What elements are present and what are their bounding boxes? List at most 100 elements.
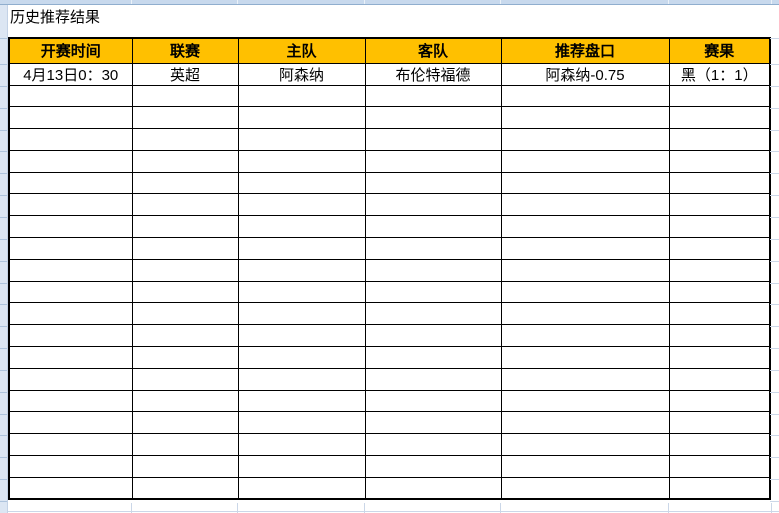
table-cell-empty[interactable]	[131, 149, 239, 173]
table-cell-empty[interactable]	[500, 367, 670, 391]
table-cell-empty[interactable]	[237, 258, 366, 282]
table-cell-empty[interactable]	[668, 106, 771, 130]
table-cell[interactable]: 英超	[131, 62, 239, 86]
table-cell-empty[interactable]	[668, 389, 771, 413]
table-cell-empty[interactable]	[131, 215, 239, 239]
table-cell-empty[interactable]	[8, 433, 133, 457]
table-cell-empty[interactable]	[131, 411, 239, 435]
table-cell-empty[interactable]	[364, 193, 502, 217]
table-cell-empty[interactable]	[364, 302, 502, 326]
table-cell-empty[interactable]	[500, 389, 670, 413]
table-cell-empty[interactable]	[364, 215, 502, 239]
table-cell-empty[interactable]	[237, 128, 366, 151]
table-cell-empty[interactable]	[668, 171, 771, 195]
column-header-5[interactable]: 赛果	[668, 37, 771, 64]
table-cell-empty[interactable]	[8, 280, 133, 304]
table-cell-empty[interactable]	[500, 128, 670, 151]
table-cell-empty[interactable]	[8, 346, 133, 369]
table-cell-empty[interactable]	[131, 476, 239, 500]
table-cell-empty[interactable]	[668, 433, 771, 457]
table-cell[interactable]: 阿森纳	[237, 62, 366, 86]
table-cell-empty[interactable]	[364, 324, 502, 348]
table-cell-empty[interactable]	[364, 346, 502, 369]
table-cell-empty[interactable]	[8, 476, 133, 500]
table-cell[interactable]: 阿森纳-0.75	[500, 62, 670, 86]
table-cell-empty[interactable]	[500, 346, 670, 369]
table-cell-empty[interactable]	[237, 193, 366, 217]
table-cell-empty[interactable]	[364, 455, 502, 478]
table-cell-empty[interactable]	[8, 455, 133, 478]
table-cell-empty[interactable]	[131, 455, 239, 478]
table-cell-empty[interactable]	[364, 84, 502, 108]
table-cell-empty[interactable]	[131, 106, 239, 130]
table-cell-empty[interactable]	[364, 476, 502, 500]
table-cell-empty[interactable]	[237, 367, 366, 391]
table-cell-empty[interactable]	[131, 367, 239, 391]
table-cell-empty[interactable]	[131, 128, 239, 151]
table-cell-empty[interactable]	[500, 149, 670, 173]
table-cell-empty[interactable]	[237, 215, 366, 239]
table-cell-empty[interactable]	[237, 476, 366, 500]
column-header-4[interactable]: 推荐盘口	[500, 37, 670, 64]
table-cell-empty[interactable]	[237, 280, 366, 304]
table-cell-empty[interactable]	[237, 302, 366, 326]
table-cell-empty[interactable]	[668, 455, 771, 478]
table-cell-empty[interactable]	[364, 171, 502, 195]
table-cell-empty[interactable]	[237, 433, 366, 457]
table-cell-empty[interactable]	[668, 324, 771, 348]
table-cell[interactable]: 黑（1：1）	[668, 62, 771, 86]
table-cell-empty[interactable]	[500, 171, 670, 195]
column-header-1[interactable]: 联赛	[131, 37, 239, 64]
table-cell-empty[interactable]	[668, 84, 771, 108]
table-cell-empty[interactable]	[237, 324, 366, 348]
table-cell-empty[interactable]	[131, 389, 239, 413]
table-cell-empty[interactable]	[8, 324, 133, 348]
table-cell-empty[interactable]	[237, 411, 366, 435]
table-cell-empty[interactable]	[8, 171, 133, 195]
table-cell-empty[interactable]	[500, 215, 670, 239]
table-cell-empty[interactable]	[500, 84, 670, 108]
table-cell-empty[interactable]	[500, 324, 670, 348]
table-cell-empty[interactable]	[364, 258, 502, 282]
table-cell-empty[interactable]	[8, 411, 133, 435]
table-cell-empty[interactable]	[364, 389, 502, 413]
table-cell-empty[interactable]	[237, 455, 366, 478]
table-cell-empty[interactable]	[668, 237, 771, 260]
table-cell-empty[interactable]	[364, 433, 502, 457]
table-cell-empty[interactable]	[668, 258, 771, 282]
table-cell-empty[interactable]	[237, 389, 366, 413]
table-cell-empty[interactable]	[237, 237, 366, 260]
table-cell-empty[interactable]	[8, 149, 133, 173]
table-cell-empty[interactable]	[8, 193, 133, 217]
table-cell-empty[interactable]	[364, 280, 502, 304]
table-cell-empty[interactable]	[500, 193, 670, 217]
table-cell-empty[interactable]	[500, 106, 670, 130]
table-cell-empty[interactable]	[364, 367, 502, 391]
table-cell-empty[interactable]	[131, 346, 239, 369]
table-cell-empty[interactable]	[131, 258, 239, 282]
column-header-0[interactable]: 开赛时间	[8, 37, 133, 64]
table-cell[interactable]: 4月13日0：30	[8, 62, 133, 86]
table-cell-empty[interactable]	[500, 411, 670, 435]
table-cell-empty[interactable]	[8, 302, 133, 326]
table-cell-empty[interactable]	[668, 193, 771, 217]
table-cell-empty[interactable]	[131, 324, 239, 348]
table-cell-empty[interactable]	[8, 389, 133, 413]
table-cell-empty[interactable]	[131, 171, 239, 195]
table-cell-empty[interactable]	[8, 128, 133, 151]
table-cell-empty[interactable]	[500, 433, 670, 457]
table-cell-empty[interactable]	[668, 149, 771, 173]
table-cell-empty[interactable]	[500, 258, 670, 282]
table-cell-empty[interactable]	[237, 149, 366, 173]
table-cell-empty[interactable]	[668, 215, 771, 239]
table-cell-empty[interactable]	[8, 367, 133, 391]
table-cell-empty[interactable]	[131, 433, 239, 457]
table-cell-empty[interactable]	[131, 193, 239, 217]
table-cell[interactable]: 布伦特福德	[364, 62, 502, 86]
table-cell-empty[interactable]	[500, 455, 670, 478]
table-cell-empty[interactable]	[364, 237, 502, 260]
table-cell-empty[interactable]	[500, 476, 670, 500]
table-cell-empty[interactable]	[237, 346, 366, 369]
table-cell-empty[interactable]	[668, 280, 771, 304]
table-cell-empty[interactable]	[668, 367, 771, 391]
